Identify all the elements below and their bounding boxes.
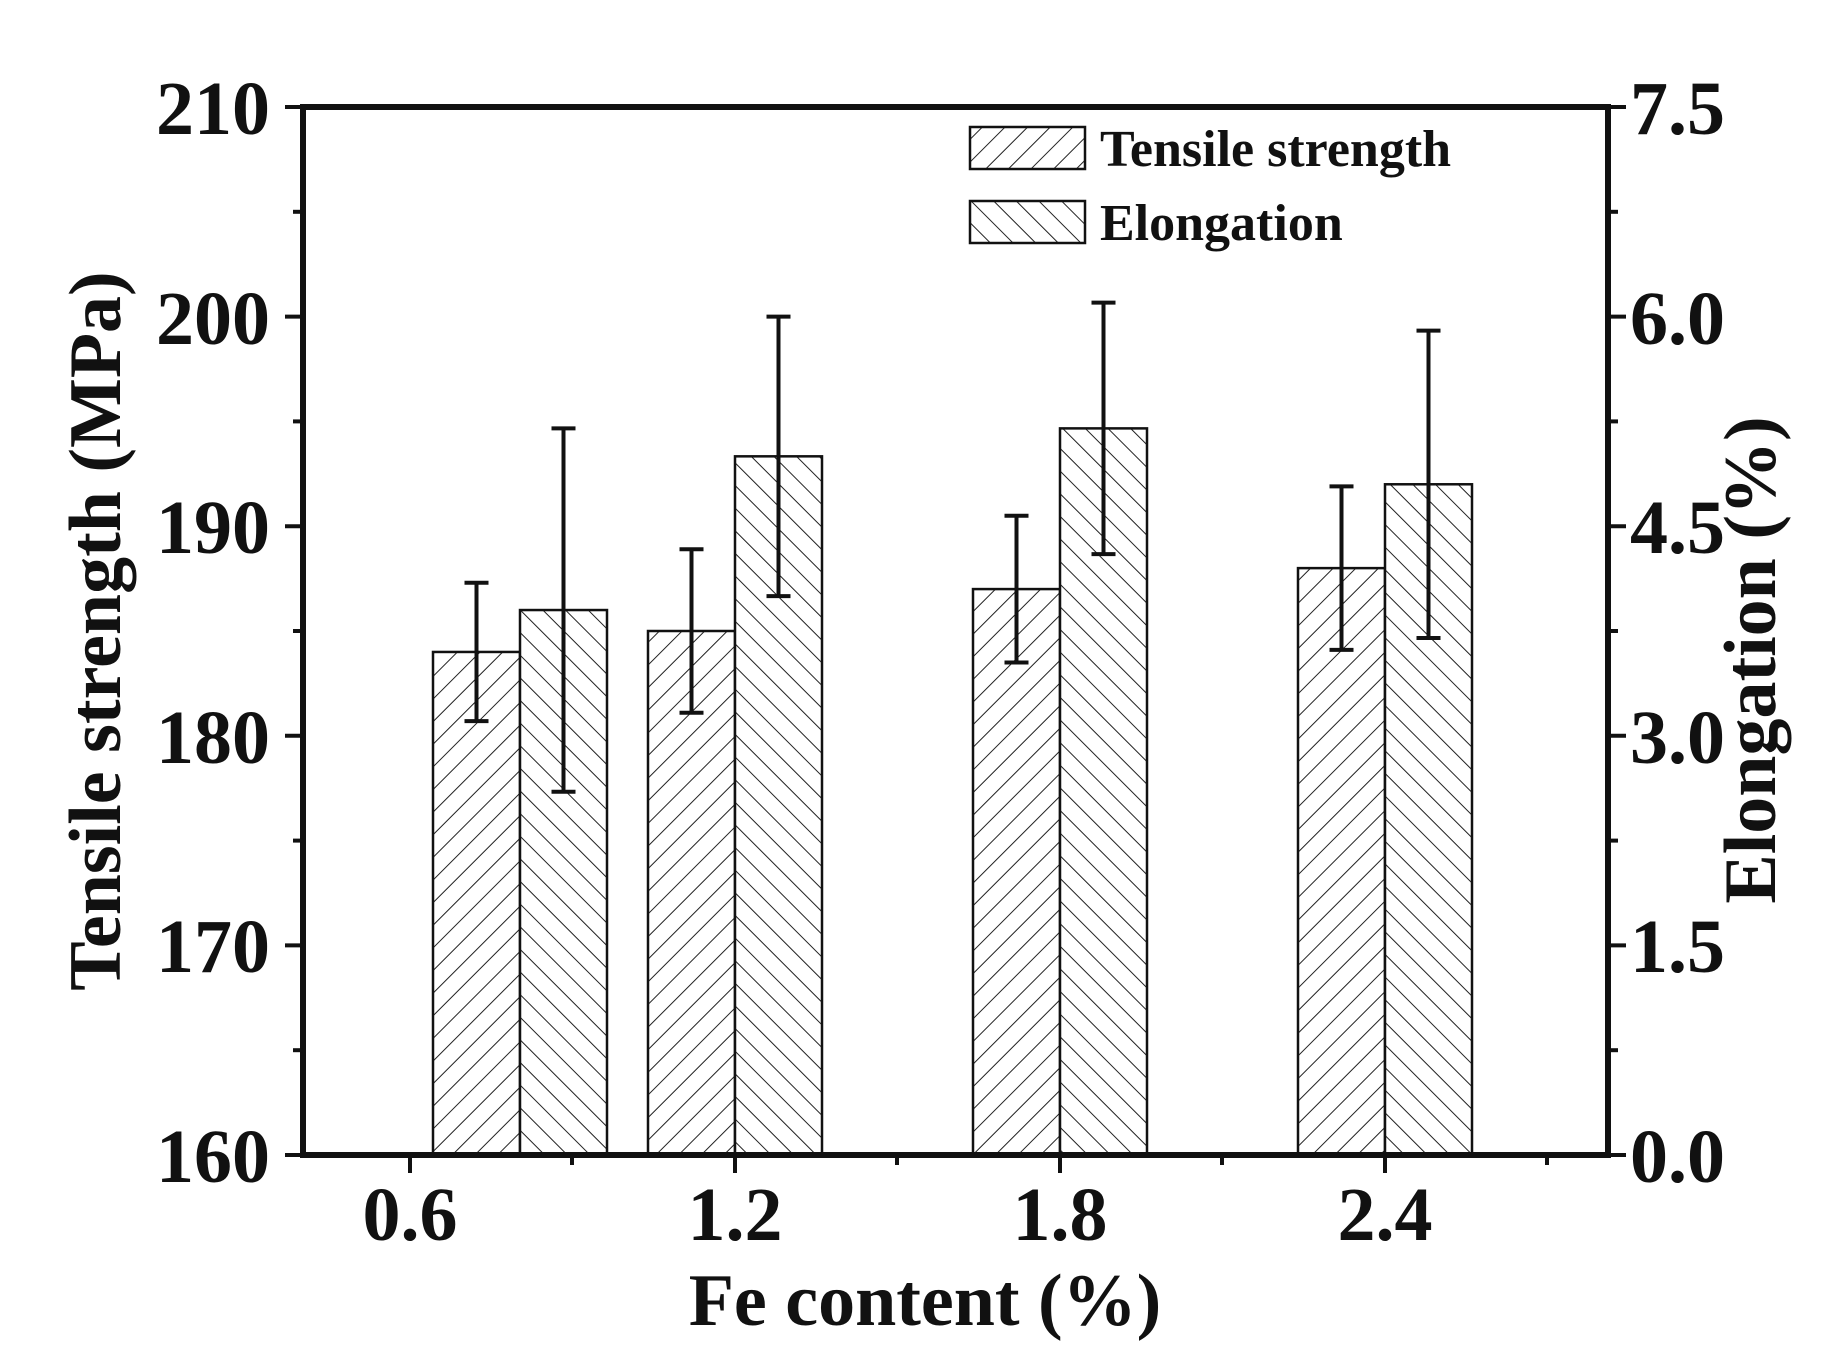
error-bar-tensile-strength-2.4	[1329, 484, 1354, 652]
error-bars-layer	[464, 300, 1441, 794]
y-left-tick-label: 190	[156, 486, 270, 570]
bar-tensile-strength-1.8	[971, 587, 1062, 1157]
y-left-axis-title: Tensile strength (MPa)	[55, 271, 137, 990]
legend-label-tensile-strength: Tensile strength	[1100, 121, 1451, 178]
legend-swatch-elongation	[968, 199, 1087, 245]
y-right-tick-label: 6.0	[1630, 277, 1725, 361]
legend-label-elongation: Elongation	[1100, 195, 1343, 252]
y-left-tick-label: 170	[156, 905, 270, 989]
y-right-tick-label: 4.5	[1630, 486, 1725, 570]
x-tick-label: 1.2	[688, 1173, 783, 1257]
x-axis-title: Fe content (%)	[689, 1260, 1162, 1342]
error-bar-tensile-strength-1.2	[679, 547, 704, 715]
error-bar-elongation-1.8	[1091, 300, 1116, 557]
x-tick-label: 0.6	[363, 1173, 458, 1257]
bar-tensile-strength-2.4	[1296, 566, 1387, 1157]
y-right-tick-label: 7.5	[1630, 67, 1725, 151]
y-right-axis-title: Elongation (%)	[1710, 416, 1792, 903]
error-bar-elongation-2.4	[1416, 328, 1441, 640]
error-bar-tensile-strength-1.8	[1004, 513, 1029, 665]
ticks-layer	[285, 105, 1626, 1173]
x-tick-label: 2.4	[1338, 1173, 1433, 1257]
y-left-tick-label: 160	[156, 1115, 270, 1199]
y-right-tick-label: 3.0	[1630, 696, 1725, 780]
y-left-tick-label: 180	[156, 696, 270, 780]
y-left-tick-label: 200	[156, 277, 270, 361]
legend: Tensile strength Elongation	[968, 121, 1451, 252]
x-tick-label: 1.8	[1013, 1173, 1108, 1257]
error-bar-tensile-strength-0.6	[464, 580, 489, 724]
y-left-tick-label: 210	[156, 67, 270, 151]
y-right-tick-label: 1.5	[1630, 905, 1725, 989]
error-bar-elongation-1.2	[766, 314, 791, 599]
bar-tensile-strength-0.6	[431, 650, 522, 1157]
error-bar-elongation-0.6	[551, 426, 576, 794]
y-right-tick-label: 0.0	[1630, 1115, 1725, 1199]
legend-swatch-tensile-strength	[968, 125, 1087, 171]
